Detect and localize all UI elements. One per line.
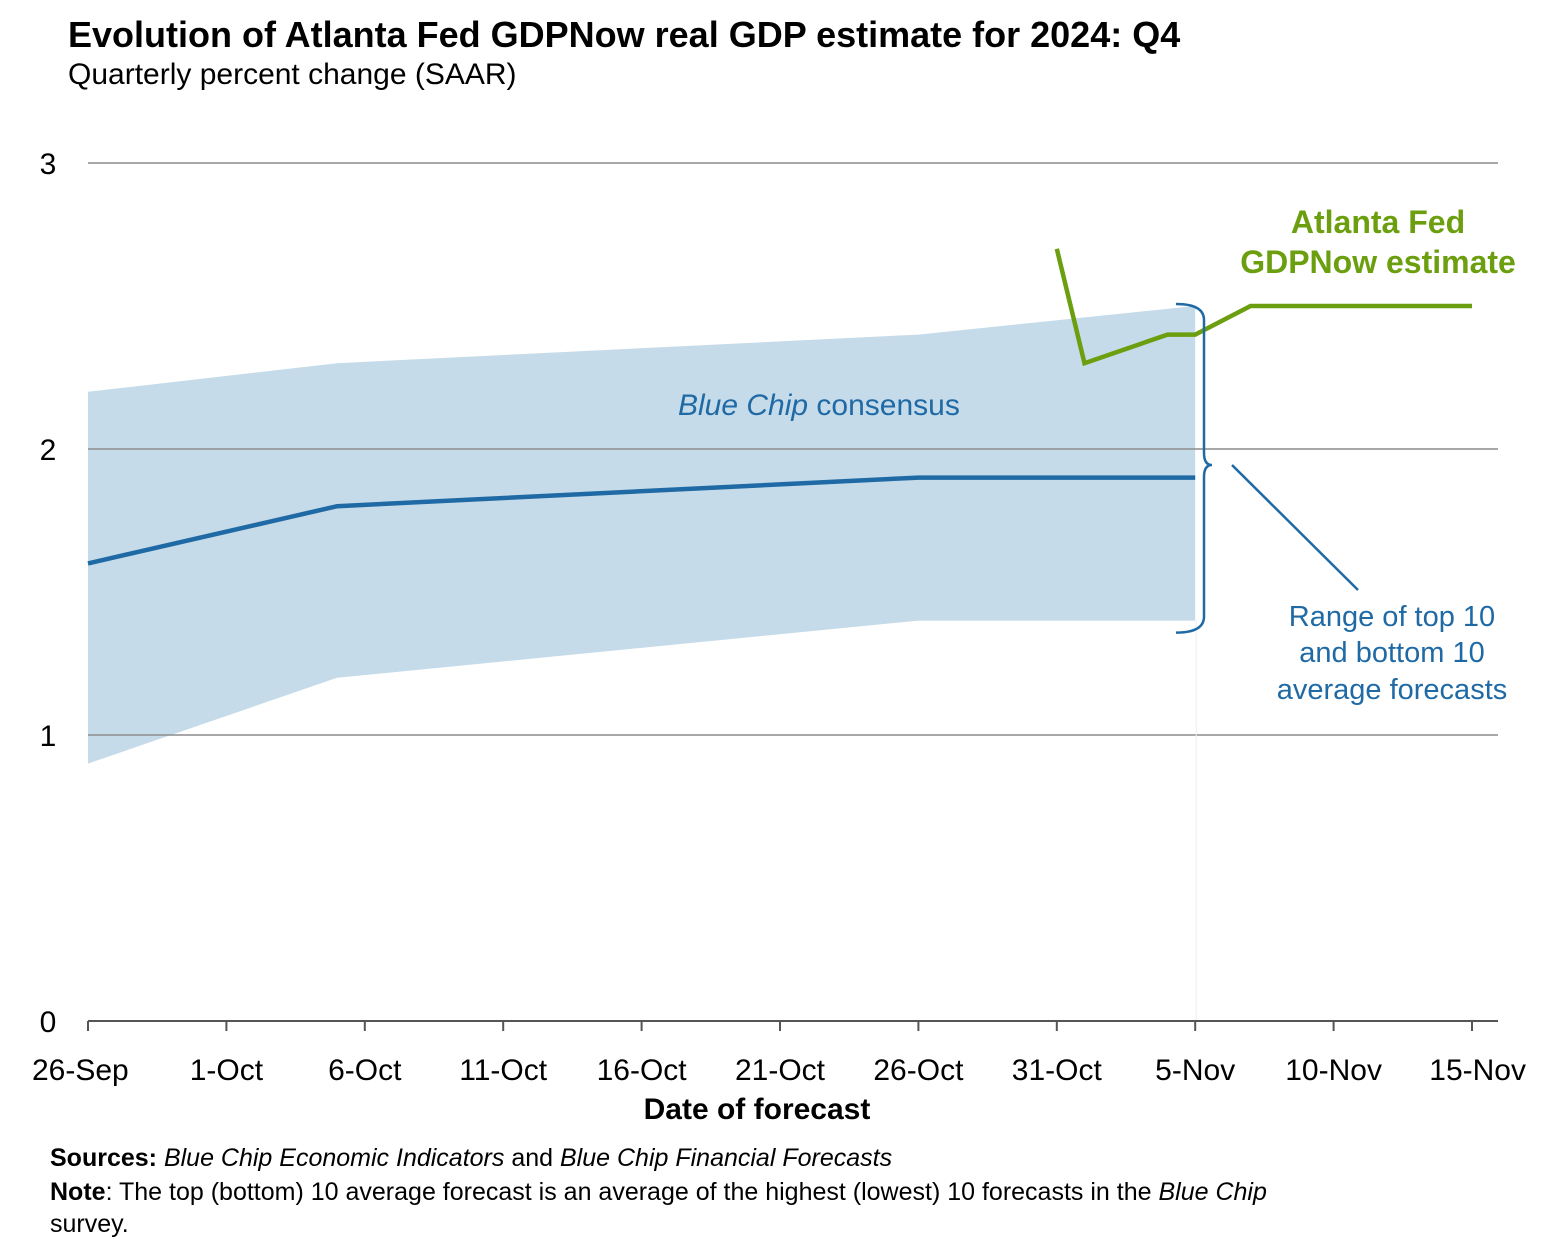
note-line-2: survey. [50,1210,129,1238]
consensus-line [87,475,1196,566]
range-callout-line [1231,464,1359,591]
note-line: Note: The top (bottom) 10 average foreca… [50,1176,1267,1208]
x-axis-title: Date of forecast [644,1093,871,1126]
sources-part1: Blue Chip Economic Indicators [163,1144,505,1172]
sources-label: Sources: [50,1144,157,1172]
range-label-line2: and bottom 10 [1299,637,1484,669]
x-tick-label: 31-Oct [1012,1054,1103,1087]
x-tick-label: 1-Oct [190,1054,264,1087]
band-label-italic: Blue Chip [678,389,808,422]
band-label: Blue Chip consensus [678,389,960,422]
x-tick-label: 26-Oct [873,1054,964,1087]
x-tick-label: 5-Nov [1155,1054,1235,1087]
range-label-line1: Range of top 10 [1289,601,1495,633]
note-label: Note [50,1178,106,1206]
y-tick-label: 1 [40,720,57,753]
x-tick-label: 16-Oct [597,1054,688,1087]
y-tick-label: 0 [40,1006,57,1039]
gdpnow-line [1054,248,1472,367]
note-part1: : The top (bottom) 10 average forecast i… [105,1178,1159,1206]
range-bracket [1175,302,1213,634]
x-tick-label: 21-Oct [735,1054,826,1087]
sources-part3: Blue Chip Financial Forecasts [560,1144,893,1172]
gdpnow-label-line1: Atlanta Fed [1291,204,1465,240]
y-tick-label: 2 [40,434,57,467]
chart-title: Evolution of Atlanta Fed GDPNow real GDP… [68,14,1181,55]
range-label-line3: average forecasts [1277,674,1508,706]
x-tick-label: 10-Nov [1285,1054,1382,1087]
sources-line: Sources: Blue Chip Economic Indicators a… [50,1142,892,1174]
gdpnow-label-line2: GDPNow estimate [1240,244,1516,280]
note-part2: Blue Chip [1158,1178,1267,1206]
x-tick-label: 26-Sep [32,1054,129,1087]
x-tick-label: 15-Nov [1429,1054,1526,1087]
range-band [88,306,1196,764]
x-tick-label: 11-Oct [459,1054,547,1087]
x-tick-label: 6-Oct [328,1054,402,1087]
chart-subtitle: Quarterly percent change (SAAR) [68,58,517,91]
y-tick-label: 3 [40,148,57,181]
sources-part2: and [504,1144,560,1172]
band-label-rest: consensus [808,389,960,422]
